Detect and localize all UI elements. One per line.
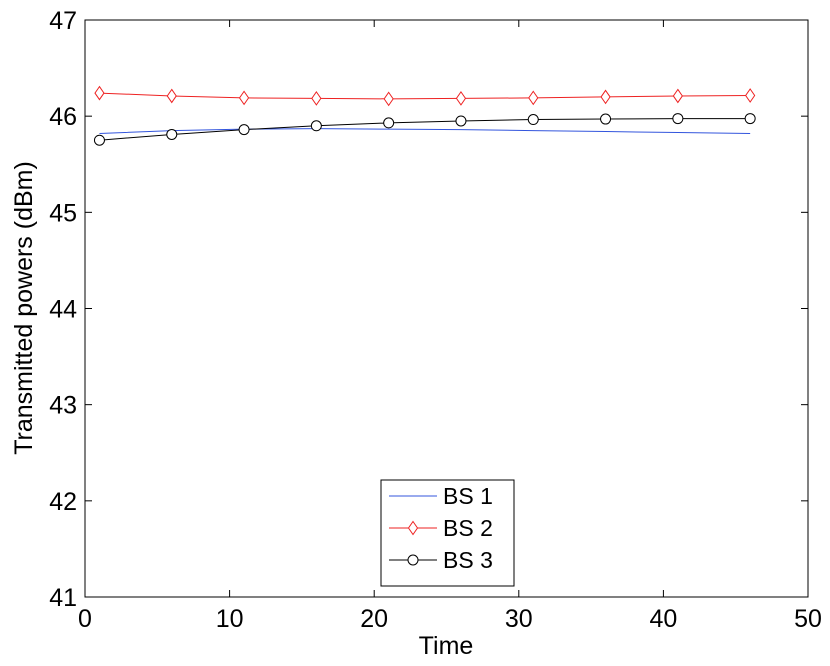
y-tick-label: 44	[49, 296, 77, 324]
circle-marker	[455, 115, 467, 127]
diamond-marker	[672, 88, 683, 104]
legend-label: BS 2	[443, 515, 493, 541]
x-tick-label: 10	[216, 605, 244, 633]
x-tick-label: 0	[78, 605, 92, 633]
y-tick-label: 42	[49, 488, 77, 516]
x-tick-label: 40	[649, 605, 677, 633]
series-2	[94, 85, 756, 107]
legend-label: BS 1	[443, 483, 493, 509]
circle-marker	[166, 128, 178, 140]
diamond-marker	[94, 85, 105, 101]
x-tick-label: 20	[360, 605, 388, 633]
circle-marker	[383, 117, 395, 129]
diamond-marker	[407, 520, 419, 536]
legend-box	[380, 479, 515, 587]
circle-marker	[744, 113, 756, 125]
circle-marker	[527, 114, 539, 126]
x-tick-label: 30	[505, 605, 533, 633]
diamond-marker	[455, 90, 467, 106]
diamond-marker	[383, 91, 394, 107]
circle-marker	[310, 120, 322, 132]
series-1	[99, 128, 751, 134]
diamond-marker	[311, 90, 322, 106]
series-3	[93, 113, 756, 146]
circle-marker	[238, 124, 250, 136]
circle-marker	[600, 113, 612, 125]
series-line	[99, 128, 751, 134]
y-tick-label: 46	[49, 103, 77, 131]
axis-ticks: 0 10 20 30 40 50 41 42 43 44 45 46 47	[49, 7, 822, 633]
y-tick-label: 41	[49, 584, 77, 612]
y-tick-label: 43	[49, 392, 77, 420]
y-axis-label: Transmitted powers (dBm)	[10, 161, 38, 455]
circle-marker	[93, 134, 105, 146]
series-line	[99, 92, 751, 100]
series-layer	[93, 85, 756, 146]
diamond-marker	[166, 88, 177, 104]
legend-label: BS 3	[443, 547, 493, 573]
diamond-marker	[528, 90, 539, 106]
y-tick-label: 45	[49, 199, 77, 227]
circle-marker	[407, 554, 419, 566]
x-tick-label: 50	[794, 605, 822, 633]
circle-marker	[672, 113, 684, 125]
x-axis-label: Time	[419, 632, 474, 660]
y-tick-label: 47	[49, 7, 77, 35]
series-line	[99, 118, 751, 141]
legend: BS 1 BS 2 BS 3	[380, 479, 515, 587]
diamond-marker	[600, 89, 611, 105]
diamond-marker	[745, 88, 756, 103]
diamond-marker	[238, 90, 250, 106]
